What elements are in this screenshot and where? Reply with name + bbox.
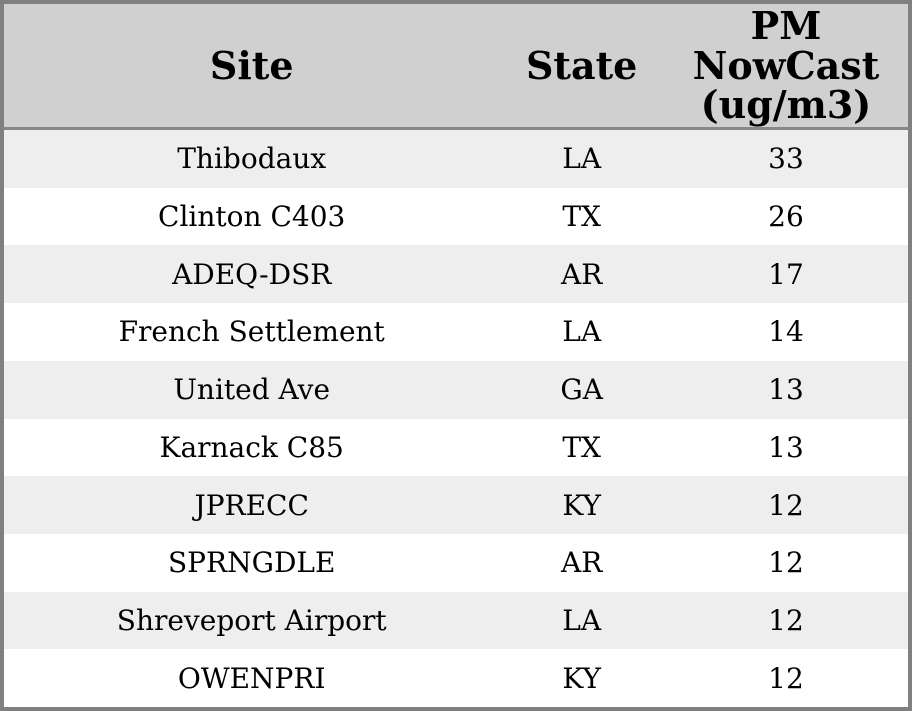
cell-pm-nowcast: 13 [768, 430, 804, 464]
table-row: SPRNGDLE AR 12 [4, 533, 908, 592]
table-row: Karnack C85 TX 13 [4, 418, 908, 477]
table-row: United Ave GA 13 [4, 360, 908, 419]
cell-site: Shreveport Airport [116, 603, 387, 637]
cell-state: TX [562, 200, 601, 234]
cell-pm-nowcast: 12 [768, 488, 804, 522]
cell-site: French Settlement [118, 315, 385, 349]
table-row: Thibodaux LA 33 [4, 130, 908, 188]
cell-pm-nowcast: 33 [768, 142, 804, 176]
cell-site: Thibodaux [177, 142, 327, 176]
cell-state: GA [560, 373, 603, 407]
cell-pm-nowcast: 13 [768, 373, 804, 407]
col-header-pm-nowcast: PM NowCast (ug/m3) [692, 2, 880, 128]
cell-pm-nowcast: 12 [768, 661, 804, 695]
cell-site: Karnack C85 [159, 430, 344, 464]
cell-pm-nowcast: 12 [768, 546, 804, 580]
cell-site: ADEQ-DSR [172, 257, 332, 291]
cell-state: AR [560, 546, 603, 580]
table-row: French Settlement LA 14 [4, 303, 908, 361]
cell-state: AR [560, 257, 603, 291]
cell-site: SPRNGDLE [167, 546, 336, 580]
col-header-site: Site [209, 43, 294, 88]
cell-pm-nowcast: 17 [768, 257, 804, 291]
cell-site: Clinton C403 [158, 200, 346, 234]
table-row: ADEQ-DSR AR 17 [4, 245, 908, 304]
cell-state: KY [562, 661, 601, 695]
cell-site: JPRECC [194, 488, 309, 522]
table-body: Thibodaux LA 33 Clinton C403 TX 26 ADEQ-… [4, 130, 908, 707]
cell-state: TX [562, 430, 601, 464]
table-header-row: Site State PM NowCast (ug/m3) [4, 4, 908, 130]
cell-site: United Ave [173, 373, 331, 407]
cell-site: OWENPRI [177, 661, 326, 695]
cell-state: LA [562, 315, 602, 349]
table-row: JPRECC KY 12 [4, 476, 908, 534]
cell-pm-nowcast: 26 [768, 200, 804, 234]
col-header-state: State [525, 43, 638, 88]
cell-state: LA [562, 142, 602, 176]
cell-pm-nowcast: 14 [768, 315, 804, 349]
cell-pm-nowcast: 12 [768, 603, 804, 637]
table-row: OWENPRI KY 12 [4, 649, 908, 707]
cell-state: LA [562, 603, 602, 637]
cell-state: KY [562, 488, 601, 522]
table-row: Shreveport Airport LA 12 [4, 591, 908, 650]
table-row: Clinton C403 TX 26 [4, 187, 908, 246]
